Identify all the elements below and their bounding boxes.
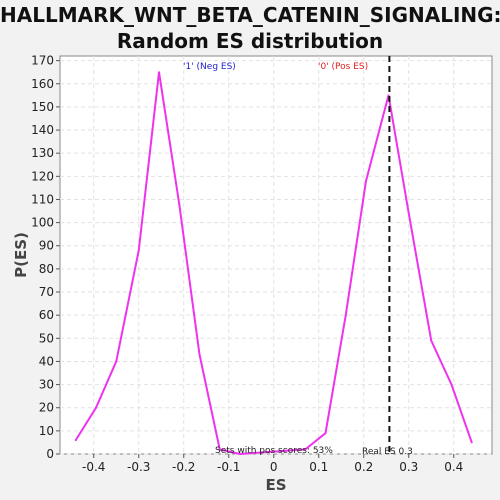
chart-title-line1: HALLMARK_WNT_BETA_CATENIN_SIGNALING: [0,3,500,27]
plot-area [59,55,493,455]
grid [60,56,492,455]
x-tick-label: 0.3 [399,460,418,474]
neg-es-label: '1' (Neg ES) [183,62,236,72]
y-tick-label: 40 [39,354,54,368]
data-point [178,203,181,206]
y-tick-label: 100 [31,216,54,230]
data-point [158,71,160,74]
data-point [387,94,390,97]
y-tick-label: 50 [39,331,54,345]
x-tick-label: -0.2 [172,460,195,474]
y-tick-label: 20 [39,401,54,415]
data-point [137,249,140,252]
pos-es-label: '0' (Pos ES) [318,62,368,72]
x-tick-label: 0.4 [444,460,463,474]
y-tick-label: 0 [46,447,54,461]
y-tick-label: 140 [31,123,54,137]
x-tick-label: 0.2 [354,460,373,474]
y-tick-label: 150 [31,100,54,114]
data-point [344,314,347,317]
es-series-line [74,72,473,456]
data-point [430,339,433,342]
data-point [470,441,473,444]
y-tick-label: 170 [31,54,54,68]
chart-title-line2: Random ES distribution [116,29,384,53]
data-point [365,179,367,182]
data-point [95,406,97,409]
y-tick-label: 30 [39,378,54,392]
pos-scores-label: Sets with pos scores: 53% [215,446,333,456]
y-tick-label: 160 [31,77,54,91]
data-point [304,448,307,451]
x-tick-label: -0.1 [217,460,240,474]
chart-title: HALLMARK_WNT_BETA_CATENIN_SIGNALING: Ran… [0,2,500,54]
x-tick-label: -0.3 [127,460,150,474]
x-tick-label: 0.1 [309,460,328,474]
data-point [407,212,410,215]
data-point [324,432,327,435]
y-tick-label: 70 [39,285,54,299]
data-point [239,453,241,455]
y-tick-label: 110 [31,192,54,206]
data-point [115,360,118,363]
axis-ticks: -0.4 -0.3 -0.2 -0.1 0 0.1 0.2 0.3 0.4 0 10 20 30 40 50… [31,54,463,474]
y-tick-label: 130 [31,146,54,160]
x-tick-label: 0 [270,460,278,474]
data-point [74,439,77,442]
y-tick-label: 60 [39,308,54,322]
annotations: '1' (Neg ES) '0' (Pos ES) Sets with pos … [183,62,413,457]
data-point [198,353,201,356]
data-point [218,448,221,451]
series-layer [74,56,473,456]
y-tick-label: 80 [39,262,54,276]
data-point [450,383,453,386]
x-tick-label: -0.4 [82,460,105,474]
y-tick-label: 90 [39,239,54,253]
real-es-label: Real ES 0.3 [362,447,413,457]
y-axis-label: P(ES) [12,232,30,278]
y-tick-label: 10 [39,424,54,438]
x-axis-label: ES [265,476,286,494]
y-tick-label: 120 [31,169,54,183]
